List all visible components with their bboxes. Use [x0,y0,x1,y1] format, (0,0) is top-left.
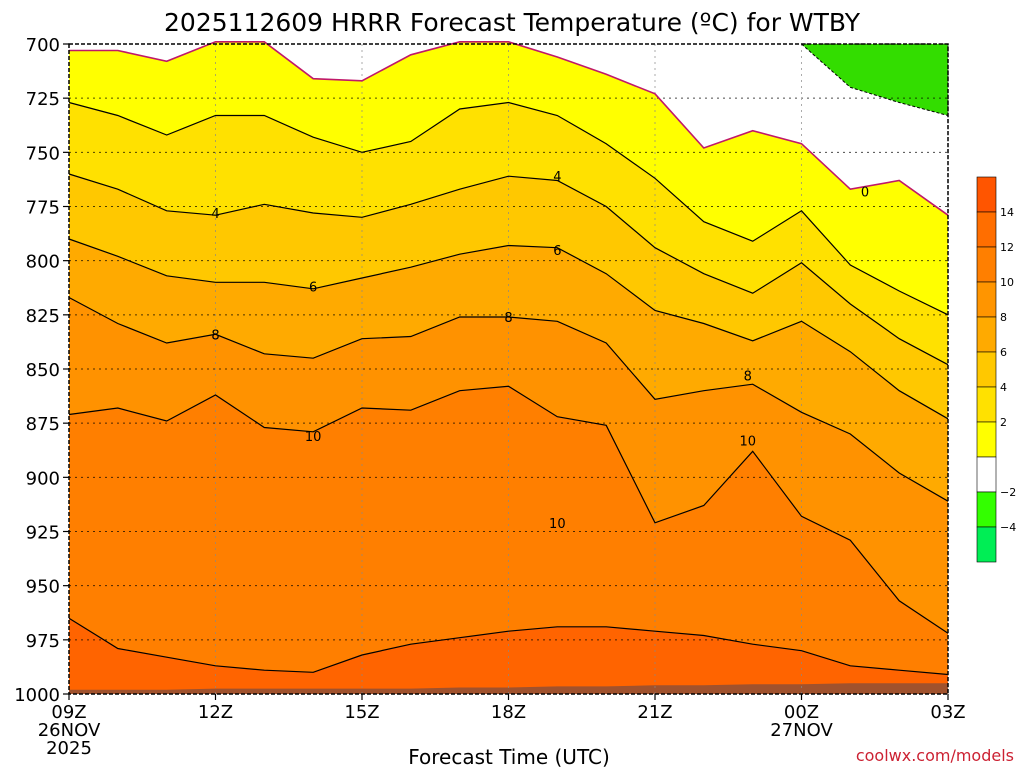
contour-label: 6 [309,281,317,296]
x-tick-label: 21Z [637,702,672,723]
y-tick-label: 875 [26,414,60,435]
x-tick-label: 09Z [51,702,86,723]
x-tick-label: 18Z [491,702,526,723]
y-tick-label: 775 [26,198,60,219]
isotherm-2 [68,101,949,316]
y-tick-label: 850 [26,360,60,381]
contour-label: 6 [553,244,561,259]
x-tick-label: 12Z [198,702,233,723]
ground-fill [69,683,948,694]
x-tick-label: 2025 [46,738,92,759]
colorbar-tick-label: −4 [1000,521,1016,534]
colorbar-tick-label: 8 [1000,311,1007,324]
colorbar-tick-label: 2 [1000,416,1007,429]
contour-label: 8 [744,370,752,385]
x-tick-label: 26NOV [38,720,101,741]
colorbar-tick-label: −2 [1000,486,1016,499]
isotherm-0 [69,41,949,216]
y-tick-label: 975 [26,631,60,652]
y-tick-label: 825 [26,306,60,327]
colorbar-swatch [976,421,997,458]
x-tick-label: 15Z [344,702,379,723]
x-axis-label: Forecast Time (UTC) [408,745,610,768]
colorbar-tick-label: 6 [1000,346,1007,359]
colorbar-swatch [976,246,997,283]
colorbar-swatch [976,281,997,318]
contour-label: 10 [549,517,566,532]
colorbar-swatch [976,316,997,353]
y-tick-label: 900 [26,468,60,489]
colorbar-swatch [976,211,997,248]
isotherm-8 [68,296,949,502]
colorbar-swatch [976,526,997,563]
plot-area: 0 4 4 6 6 8 8 8 10 10 10 [68,41,949,695]
y-axis: 700 725 750 775 800 825 850 875 900 925 950 975 1000 [14,35,69,706]
colorbar-tick-label: 10 [1000,276,1014,289]
contour-label: 8 [211,328,219,343]
y-tick-label: 750 [26,143,60,164]
contour-label: 8 [504,311,512,326]
colorbar-tick-label: 12 [1000,241,1014,254]
contour-label: 10 [305,430,322,445]
y-tick-label: 1000 [14,685,60,706]
contour-label: 4 [211,207,219,222]
isotherm-4 [68,173,949,366]
colorbar: 14 12 10 8 6 4 2 −2 −4 [976,176,1016,563]
x-tick-label: 27NOV [770,720,833,741]
x-tick-label: 00Z [784,702,819,723]
isotherm-12 [68,617,949,676]
colorbar-swatch [976,351,997,388]
chart-title: 2025112609 HRRR Forecast Temperature (ºC… [164,8,861,37]
y-tick-label: 800 [26,252,60,273]
colorbar-swatch [976,176,997,213]
colorbar-swatch [976,456,997,493]
y-tick-label: 950 [26,577,60,598]
colorbar-tick-label: 14 [1000,206,1014,219]
x-tick-label: 03Z [930,702,965,723]
contour-label: 4 [553,170,561,185]
colorbar-swatch [976,491,997,528]
colorbar-swatch [976,386,997,423]
credit-text: coolwx.com/models [856,746,1014,765]
isotherm-10 [68,385,949,634]
colorbar-tick-label: 4 [1000,381,1007,394]
band-fill-10 [69,386,948,694]
contour-label: 10 [740,435,757,450]
isotherm-6 [68,238,949,420]
y-tick-label: 725 [26,89,60,110]
contour-label: 0 [861,185,869,200]
y-tick-label: 700 [26,35,60,56]
y-tick-label: 925 [26,523,60,544]
